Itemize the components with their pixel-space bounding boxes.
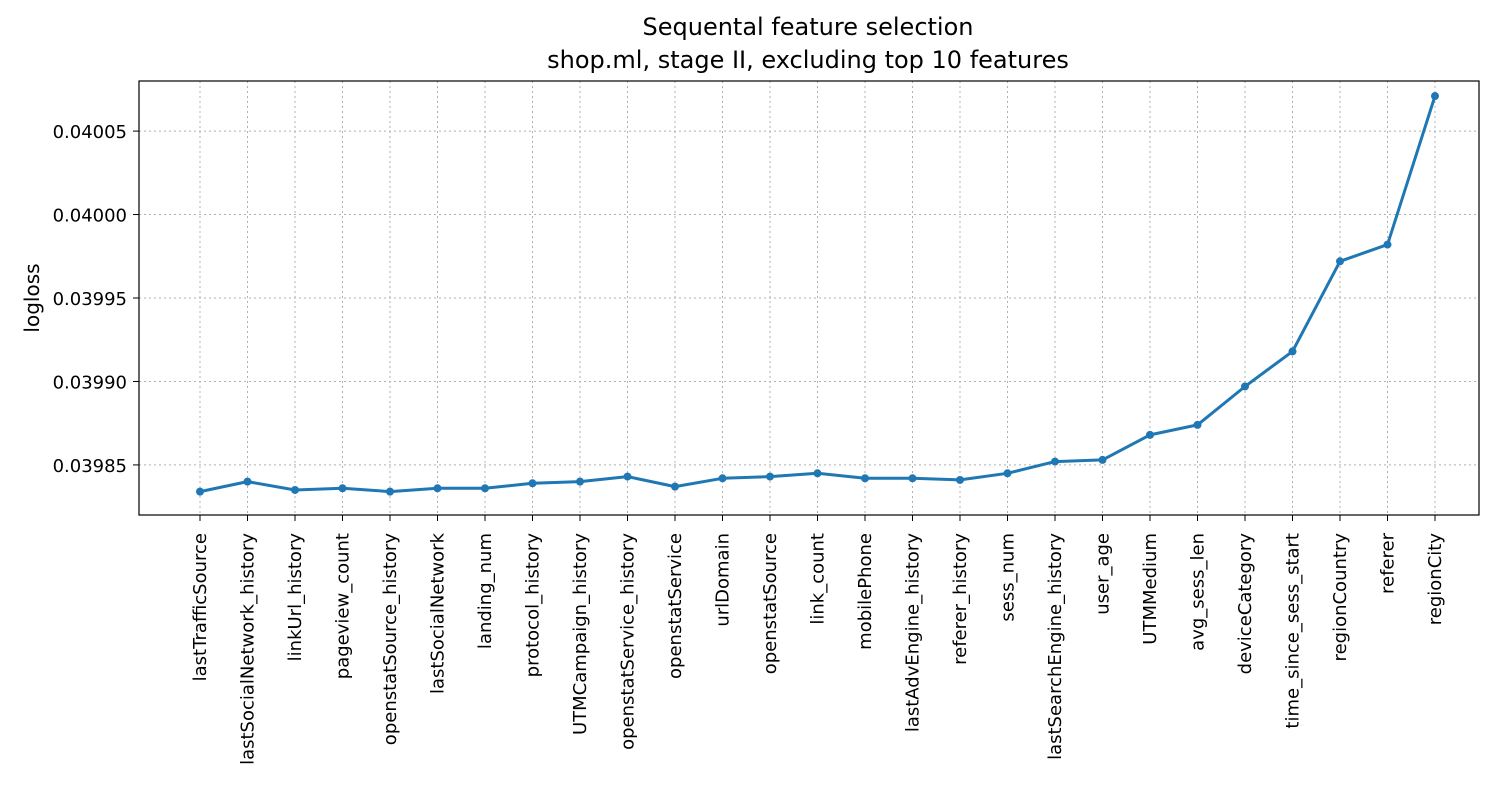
x-tick-label: avg_sess_len xyxy=(1188,533,1209,651)
data-point xyxy=(196,487,204,496)
data-point xyxy=(908,474,917,483)
x-tick-label: regionCountry xyxy=(1330,533,1351,662)
x-tick-label: protocol_history xyxy=(523,533,544,678)
data-point xyxy=(861,474,869,483)
data-point xyxy=(1288,347,1297,356)
x-tick-label: time_since_sess_start xyxy=(1283,533,1304,729)
x-tick-label: landing_num xyxy=(475,533,496,649)
x-tick-label: openstatSource xyxy=(760,533,781,674)
chart-title: Sequental feature selection xyxy=(643,13,974,41)
data-point xyxy=(813,469,822,478)
data-point xyxy=(433,484,442,493)
data-point xyxy=(481,484,489,493)
x-tick-label: lastSocialNetwork xyxy=(428,532,449,694)
x-tick-label: lastSocialNetwork_history xyxy=(238,533,259,765)
x-tick-label: openstatSource_history xyxy=(380,533,401,746)
x-tick-label: deviceCategory xyxy=(1235,533,1256,675)
data-point xyxy=(576,477,584,486)
y-grid xyxy=(139,130,1479,466)
series-markers xyxy=(196,92,1439,496)
chart-subtitle: shop.ml, stage II, excluding top 10 feat… xyxy=(547,46,1069,74)
x-tick-label: regionCity xyxy=(1425,533,1446,626)
x-tick-label: UTMMedium xyxy=(1140,533,1161,645)
data-point xyxy=(1336,257,1344,266)
data-point xyxy=(528,479,537,488)
x-tick-label: lastAdvEngine_history xyxy=(903,533,924,732)
y-tick-label: 0.03985 xyxy=(53,456,127,477)
data-point xyxy=(956,475,964,484)
x-tick-label: mobilePhone xyxy=(855,533,876,650)
x-tick-label: referer xyxy=(1378,532,1399,594)
data-point xyxy=(386,487,394,496)
x-tick-label: user_age xyxy=(1093,533,1114,615)
data-point xyxy=(1098,455,1107,464)
y-axis: 0.03985 0.03990 0.03995 0.04000 0.04005 xyxy=(53,122,139,477)
data-point xyxy=(1241,382,1249,391)
x-tick-label: linkUrl_history xyxy=(285,533,306,662)
x-tick-label: urlDomain xyxy=(713,533,734,627)
data-point xyxy=(1146,430,1154,439)
x-tick-label: link_count xyxy=(808,533,829,625)
data-point xyxy=(718,474,727,483)
x-tick-label: lastTrafficSource xyxy=(190,533,211,681)
data-point xyxy=(623,472,632,481)
data-point xyxy=(291,485,299,494)
data-point xyxy=(338,484,347,493)
y-tick-label: 0.03990 xyxy=(53,372,127,393)
x-tick-label: openstatService xyxy=(665,533,686,679)
x-tick-label: pageview_count xyxy=(333,533,354,679)
data-point xyxy=(671,482,679,491)
x-tick-label: openstatService_history xyxy=(618,533,639,750)
data-point xyxy=(243,477,252,486)
data-point xyxy=(1193,420,1202,429)
x-tick-label: referer_history xyxy=(950,533,971,665)
data-point xyxy=(1003,469,1012,478)
x-axis: lastTrafficSource lastSocialNetwork_histo… xyxy=(190,515,1446,765)
y-axis-label: logloss xyxy=(20,263,44,332)
data-point xyxy=(766,472,774,481)
data-point xyxy=(1383,240,1392,249)
data-point xyxy=(1051,457,1059,466)
x-tick-label: UTMCampaign_history xyxy=(570,533,591,735)
data-point xyxy=(1431,92,1439,101)
x-tick-label: sess_num xyxy=(998,533,1019,622)
y-tick-label: 0.04005 xyxy=(53,122,127,143)
y-tick-label: 0.04000 xyxy=(53,206,127,227)
y-tick-label: 0.03995 xyxy=(53,289,127,310)
x-tick-label: lastSearchEngine_history xyxy=(1045,533,1066,760)
